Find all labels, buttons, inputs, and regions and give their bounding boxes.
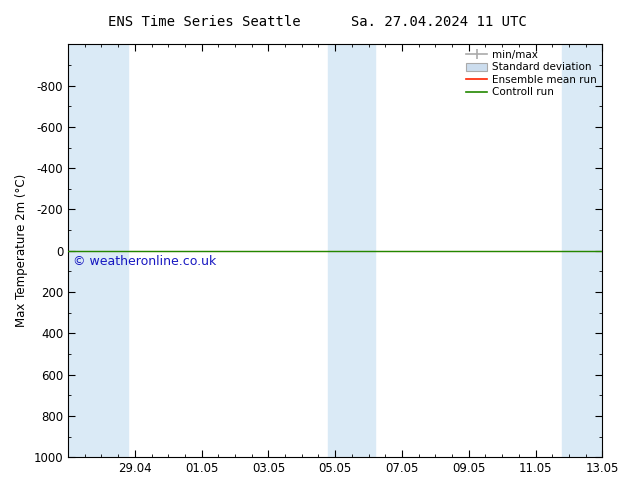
Bar <box>68 45 128 457</box>
Y-axis label: Max Temperature 2m (°C): Max Temperature 2m (°C) <box>15 174 28 327</box>
Legend: min/max, Standard deviation, Ensemble mean run, Controll run: min/max, Standard deviation, Ensemble me… <box>464 48 599 99</box>
Text: ENS Time Series Seattle      Sa. 27.04.2024 11 UTC: ENS Time Series Seattle Sa. 27.04.2024 1… <box>108 15 526 29</box>
Bar <box>328 45 375 457</box>
Text: © weatheronline.co.uk: © weatheronline.co.uk <box>74 255 217 268</box>
Bar <box>562 45 602 457</box>
